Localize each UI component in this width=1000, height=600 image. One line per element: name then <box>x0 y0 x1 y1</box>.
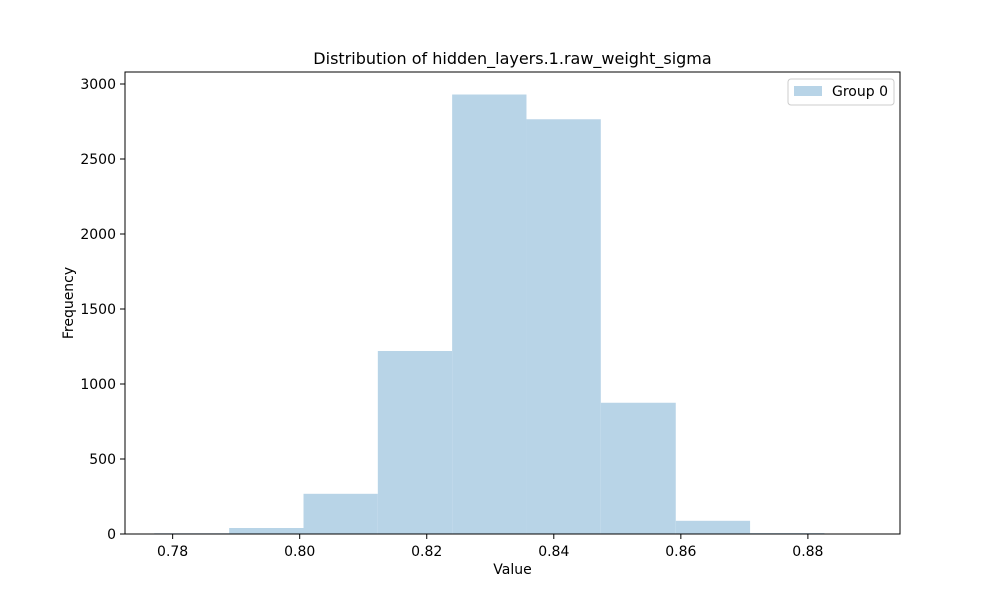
legend-box <box>787 78 895 106</box>
histogram-bar <box>526 119 601 534</box>
chart-title: Distribution of hidden_layers.1.raw_weig… <box>313 49 711 69</box>
y-tick-label: 2500 <box>80 152 116 168</box>
x-tick-label: 0.84 <box>538 544 569 560</box>
x-tick-label: 0.88 <box>792 544 823 560</box>
histogram-bar <box>229 528 304 534</box>
histogram-bar <box>452 94 527 534</box>
y-tick-label: 2000 <box>80 227 116 243</box>
y-axis-label: Frequency <box>61 267 77 339</box>
legend-swatch <box>794 86 822 96</box>
x-axis-label: Value <box>493 562 531 578</box>
x-tick-label: 0.78 <box>157 544 188 560</box>
y-tick-label: 500 <box>89 452 116 468</box>
legend: Group 0 <box>787 78 895 106</box>
x-tick-label: 0.86 <box>665 544 696 560</box>
y-tick-label: 3000 <box>80 77 116 93</box>
x-tick-label: 0.80 <box>284 544 315 560</box>
y-tick-label: 1000 <box>80 377 116 393</box>
histogram-bar <box>600 402 676 534</box>
histogram-bar <box>377 351 453 534</box>
legend-label: Group 0 <box>832 84 888 100</box>
x-tick-label: 0.82 <box>411 544 442 560</box>
y-tick-label: 1500 <box>80 302 116 318</box>
histogram-bar <box>303 493 378 534</box>
histogram-bar <box>675 520 751 534</box>
x-axis-ticks: 0.78 0.80 0.82 0.84 0.86 0.88 <box>157 534 823 560</box>
plot-frame <box>124 71 901 535</box>
y-axis-ticks: 0 500 1000 1500 2000 2500 3000 <box>80 77 125 543</box>
bars-group <box>154 94 899 534</box>
y-tick-label: 0 <box>107 527 116 543</box>
